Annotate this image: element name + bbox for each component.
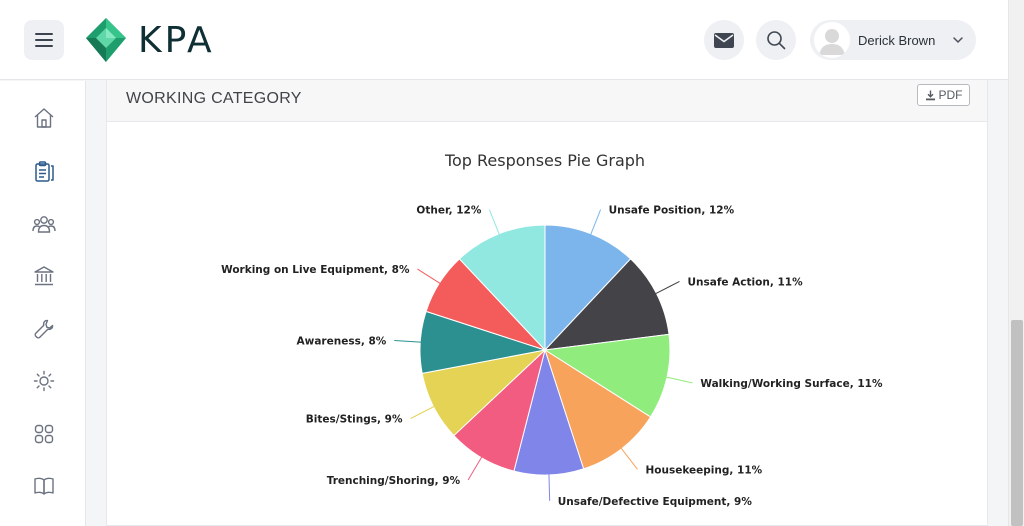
slice-label: Working on Live Equipment, 8% <box>221 264 410 276</box>
search-button[interactable] <box>756 20 796 60</box>
card-title: WORKING CATEGORY <box>126 90 302 107</box>
card-header: WORKING CATEGORY PDF <box>107 80 987 122</box>
pie-slices <box>419 224 671 476</box>
label-connector <box>467 455 483 481</box>
sidebar <box>0 81 86 526</box>
label-connector <box>664 376 693 384</box>
bank-icon <box>34 266 54 286</box>
chart-title: Top Responses Pie Graph <box>444 151 645 170</box>
magnifier-icon <box>767 31 786 50</box>
working-category-card: WORKING CATEGORY PDF Top Responses Pie G… <box>106 80 988 526</box>
sun-icon <box>33 370 55 392</box>
slice-label: Awareness, 8% <box>297 336 387 348</box>
grid-icon <box>34 424 54 444</box>
label-connector <box>488 209 501 236</box>
clipboard-icon <box>35 161 54 182</box>
sidebar-item-people[interactable] <box>31 211 57 237</box>
sidebar-item-forms[interactable] <box>31 158 57 184</box>
user-name: Derick Brown <box>858 32 936 48</box>
sidebar-item-apps[interactable] <box>31 421 57 447</box>
sidebar-item-library[interactable] <box>31 473 57 499</box>
kpa-logo-icon <box>86 18 126 62</box>
wrench-icon <box>34 319 54 339</box>
sidebar-item-home[interactable] <box>31 105 57 131</box>
slice-label: Unsafe Position, 12% <box>609 205 735 217</box>
user-menu[interactable]: Derick Brown <box>810 20 976 60</box>
brand-name: KPA <box>138 19 215 61</box>
home-icon <box>34 108 54 128</box>
sidebar-item-brightness[interactable] <box>31 368 57 394</box>
menu-button[interactable] <box>24 20 64 60</box>
pdf-download-button[interactable]: PDF <box>917 84 970 106</box>
sidebar-item-institution[interactable] <box>31 263 57 289</box>
hamburger-icon <box>35 33 53 47</box>
slice-label: Other, 12% <box>416 205 481 217</box>
slice-label: Trenching/Shoring, 9% <box>327 475 461 487</box>
brand-logo[interactable]: KPA <box>84 16 215 64</box>
chevron-down-icon <box>953 37 963 43</box>
top-header: KPA Derick Brown <box>0 0 1008 80</box>
slice-labels: Unsafe Position, 12% Unsafe Action, 11% Wa… <box>221 205 883 508</box>
pie-chart: Top Responses Pie Graph Unsafe Position,… <box>221 151 883 508</box>
slice-label: Unsafe/Defective Equipment, 9% <box>558 496 753 508</box>
sidebar-item-tools[interactable] <box>31 316 57 342</box>
label-connector <box>589 209 602 236</box>
scrollbar-thumb[interactable] <box>1011 320 1023 526</box>
book-icon <box>34 477 54 495</box>
envelope-icon <box>714 32 734 48</box>
label-connector <box>410 405 436 420</box>
users-icon <box>32 216 56 233</box>
label-connectors <box>394 209 693 501</box>
slice-label: Walking/Working Surface, 11% <box>700 378 883 390</box>
pdf-button-label: PDF <box>938 88 963 102</box>
page-scrollbar[interactable] <box>1008 0 1024 526</box>
label-connector <box>394 340 423 343</box>
slice-label: Housekeeping, 11% <box>646 464 763 476</box>
label-connector <box>417 268 442 285</box>
slice-label: Bites/Stings, 9% <box>306 414 403 426</box>
download-icon <box>925 90 935 100</box>
messages-button[interactable] <box>704 20 744 60</box>
label-connector <box>654 280 680 295</box>
slice-label: Unsafe Action, 11% <box>688 276 804 288</box>
avatar <box>814 22 850 58</box>
label-connector <box>620 446 638 470</box>
label-connector <box>548 472 551 501</box>
user-silhouette-icon <box>814 22 850 58</box>
